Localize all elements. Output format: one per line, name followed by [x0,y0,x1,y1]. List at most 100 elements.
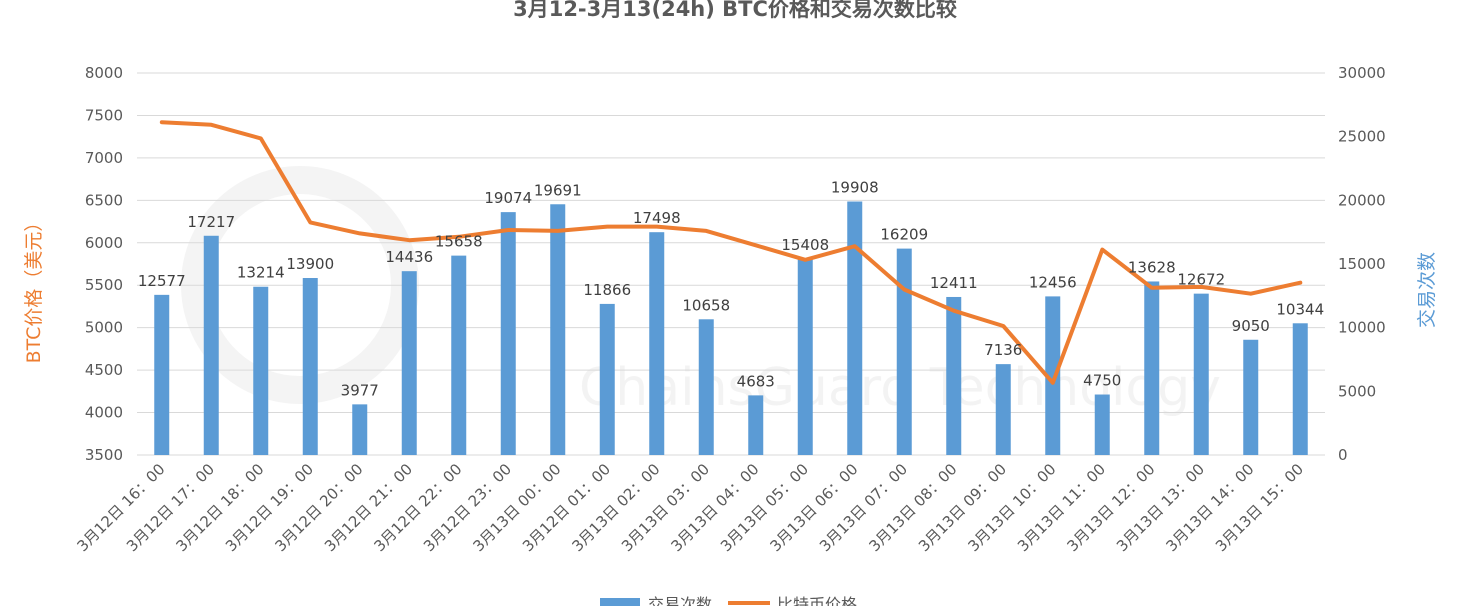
bar-value-label-13: 15408 [781,236,829,254]
left-tick-label-1: 4000 [85,404,123,422]
bar-value-label-5: 14436 [385,248,433,266]
bar-18 [1045,296,1061,455]
left-tick-label-8: 7500 [85,106,123,124]
x-tick-label-3: 3月12日 19：00 [222,460,317,555]
bar-7 [500,212,516,455]
x-tick-label-22: 3月13日 14：00 [1162,460,1257,555]
bar-4 [352,404,368,455]
bar-value-label-16: 12411 [930,274,978,292]
right-tick-label-6: 30000 [1338,64,1386,82]
bar-value-label-15: 16209 [880,226,928,244]
bar-value-label-6: 15658 [435,233,483,251]
y-axis-left-label: BTC价格（美元） [23,213,45,364]
bar-value-label-17: 7136 [984,341,1022,359]
price-point-11 [704,229,708,233]
right-tick-label-1: 5000 [1338,382,1376,400]
price-line [159,120,1303,385]
bar-23 [1292,323,1308,455]
price-point-0 [160,120,164,124]
price-point-12 [754,243,758,247]
bar-15 [896,248,912,455]
bar-value-label-7: 19074 [484,189,532,207]
price-point-16 [952,309,956,313]
price-point-8 [556,229,560,233]
x-tick-label-5: 3月12日 21：00 [321,460,416,555]
x-tick-label-10: 3月13日 02：00 [568,460,663,555]
bar-value-label-1: 17217 [187,213,235,231]
bar-21 [1193,293,1209,455]
legend-bar-label: 交易次数 [648,595,712,606]
x-tick-label-21: 3月13日 13：00 [1113,460,1208,555]
right-tick-label-2: 10000 [1338,319,1386,337]
price-point-6 [457,235,461,239]
x-tick-label-12: 3月13日 04：00 [667,460,762,555]
x-tick-label-15: 3月13日 07：00 [816,460,911,555]
x-tick-label-18: 3月13日 10：00 [964,460,1059,555]
price-point-10 [655,225,659,229]
chart-title: 3月12-3月13(24h) BTC价格和交易次数比较 [513,0,957,21]
price-point-14 [853,244,857,248]
left-tick-label-5: 6000 [85,234,123,252]
price-point-2 [259,136,263,140]
x-tick-label-17: 3月13日 09：00 [915,460,1010,555]
price-point-5 [407,238,411,242]
price-point-17 [1001,324,1005,328]
bar-16 [946,296,962,455]
bar-3 [302,278,318,455]
legend: 交易次数 比特币价格 [600,595,857,606]
x-tick-label-14: 3月13日 06：00 [766,460,861,555]
bar-value-label-20: 13628 [1128,258,1176,276]
x-tick-label-19: 3月13日 11：00 [1014,460,1109,555]
bar-series-trades [154,201,1308,455]
x-tick-label-20: 3月13日 12：00 [1063,460,1158,555]
bar-0 [154,294,170,455]
left-tick-label-7: 7000 [85,149,123,167]
left-tick-label-3: 5000 [85,319,123,337]
x-tick-label-13: 3月13日 05：00 [717,460,812,555]
right-tick-label-0: 0 [1338,446,1348,464]
x-tick-label-7: 3月12日 23：00 [420,460,515,555]
bar-17 [995,364,1011,455]
right-axis-ticks: 0 5000 10000 15000 20000 25000 30000 [1338,64,1386,464]
x-tick-label-2: 3月12日 18：00 [172,460,267,555]
bar-9 [599,303,615,455]
price-point-23 [1298,281,1302,285]
bar-value-label-4: 3977 [341,381,379,399]
bar-20 [1144,281,1160,455]
bar-2 [253,286,269,455]
bar-11 [698,319,714,455]
price-point-3 [308,220,312,224]
x-tick-label-9: 3月12日 01：00 [519,460,614,555]
bar-value-label-10: 17498 [633,209,681,227]
bar-value-label-0: 12577 [138,272,186,290]
left-tick-label-0: 3500 [85,446,123,464]
x-tick-label-8: 3月13日 00：00 [469,460,564,555]
right-tick-label-5: 25000 [1338,128,1386,146]
bar-8 [550,204,566,455]
price-point-22 [1249,292,1253,296]
price-point-1 [209,123,213,127]
price-point-13 [803,258,807,262]
right-tick-label-4: 20000 [1338,191,1386,209]
bar-value-label-11: 10658 [682,296,730,314]
bar-value-label-23: 10344 [1276,300,1324,318]
left-axis-ticks: 3500 4000 4500 5000 5500 6000 6500 7000 7500 8000 [85,64,123,464]
bar-value-label-3: 13900 [286,255,334,273]
x-tick-label-6: 3月12日 22：00 [370,460,465,555]
bar-value-label-9: 11866 [583,281,631,299]
x-tick-label-4: 3月12日 20：00 [271,460,366,555]
bar-10 [649,232,665,455]
bar-value-label-21: 12672 [1177,271,1225,289]
price-point-4 [358,231,362,235]
x-tick-label-11: 3月13日 03：00 [618,460,713,555]
legend-line-label: 比特币价格 [777,595,857,606]
x-tick-label-16: 3月13日 08：00 [865,460,960,555]
price-point-20 [1150,286,1154,290]
x-tick-label-0: 3月12日 16：00 [73,460,168,555]
left-tick-label-4: 5500 [85,276,123,294]
bar-value-label-19: 4750 [1083,372,1121,390]
bar-value-label-8: 19691 [534,181,582,199]
x-tick-label-1: 3月12日 17：00 [123,460,218,555]
